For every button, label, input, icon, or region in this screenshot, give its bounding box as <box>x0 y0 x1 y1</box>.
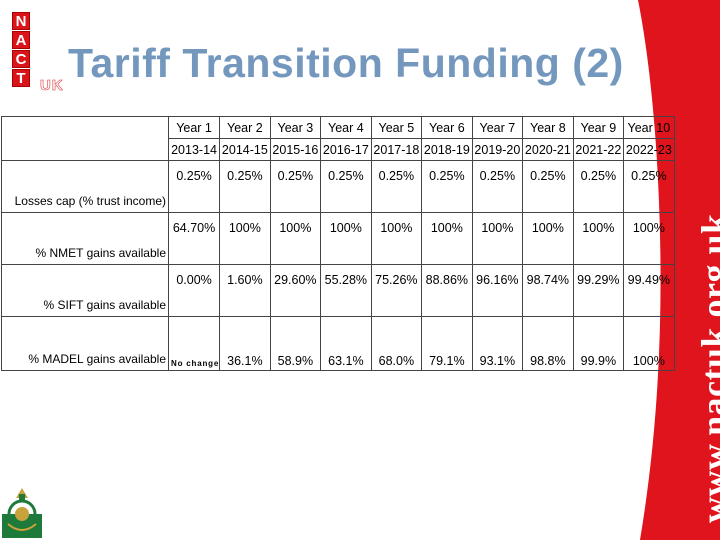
row-label: % SIFT gains available <box>1 264 169 317</box>
table-cell: 88.86% <box>421 264 473 317</box>
period-header: 2019-20 <box>471 138 524 161</box>
table-cell: 0.25% <box>219 160 271 213</box>
period-header: 2017-18 <box>370 138 423 161</box>
table-cell: 96.16% <box>471 264 524 317</box>
year-header: Year 4 <box>320 116 372 139</box>
table-cell: 98.8% <box>522 316 574 371</box>
corner-cell <box>1 116 169 161</box>
logo-letter-a: A <box>12 31 30 49</box>
year-header: Year 3 <box>269 116 322 139</box>
table-cell: 79.1% <box>421 316 473 371</box>
table-cell: 99.29% <box>572 264 625 317</box>
year-header: Year 1 <box>167 116 221 139</box>
table-cell: 63.1% <box>320 316 372 371</box>
table-cell: 98.74% <box>522 264 574 317</box>
year-header: Year 9 <box>572 116 625 139</box>
year-header: Year 5 <box>370 116 423 139</box>
table-cell: 93.1% <box>471 316 524 371</box>
logo-uk: UK <box>40 77 64 95</box>
logo-letter-t: T <box>12 69 30 87</box>
table-cell: 100% <box>623 212 675 265</box>
table-cell: 100% <box>421 212 473 265</box>
table-cell: 100% <box>471 212 524 265</box>
table-cell: 58.9% <box>269 316 322 371</box>
period-header: 2016-17 <box>320 138 372 161</box>
table-cell: 100% <box>623 316 675 371</box>
table-cell: 0.25% <box>471 160 524 213</box>
year-header-row: Year 1 Year 2 Year 3 Year 4 Year 5 Year … <box>1 116 675 161</box>
crest-icon <box>2 488 42 538</box>
table-cell: 0.25% <box>370 160 423 213</box>
table-cell: 100% <box>219 212 271 265</box>
table-cell: 64.70% <box>167 212 221 265</box>
slide-title: Tariff Transition Funding (2) <box>68 40 624 86</box>
table-cell: 0.25% <box>623 160 675 213</box>
year-header: Year 7 <box>471 116 524 139</box>
period-header: 2022-23 <box>623 138 675 161</box>
row-label: Losses cap (% trust income) <box>1 160 169 213</box>
table-cell: 68.0% <box>370 316 423 371</box>
table-row: % MADEL gains available No change 36.1% … <box>1 316 675 371</box>
period-header: 2021-22 <box>572 138 625 161</box>
table-cell: 100% <box>320 212 372 265</box>
year-header: Year 8 <box>522 116 574 139</box>
table-cell: 0.25% <box>167 160 221 213</box>
table-row: % SIFT gains available 0.00% 1.60% 29.60… <box>1 264 675 317</box>
table-cell: 0.25% <box>522 160 574 213</box>
table-cell: 29.60% <box>269 264 322 317</box>
table-cell: 100% <box>269 212 322 265</box>
table-cell: 0.25% <box>572 160 625 213</box>
table-cell: 99.9% <box>572 316 625 371</box>
table-cell: 0.25% <box>421 160 473 213</box>
table-cell: 36.1% <box>219 316 271 371</box>
table-row: Losses cap (% trust income) 0.25% 0.25% … <box>1 160 675 213</box>
row-label: % NMET gains available <box>1 212 169 265</box>
period-header: 2018-19 <box>421 138 473 161</box>
period-header: 2015-16 <box>269 138 322 161</box>
table-cell: 100% <box>572 212 625 265</box>
table-cell: 0.25% <box>269 160 322 213</box>
table-cell: No change <box>167 316 221 371</box>
table-cell: 100% <box>522 212 574 265</box>
year-header: Year 2 <box>219 116 271 139</box>
table-cell: 99.49% <box>623 264 675 317</box>
nact-logo: N A C T <box>12 12 32 88</box>
table-row: % NMET gains available 64.70% 100% 100% … <box>1 212 675 265</box>
logo-letter-n: N <box>12 12 30 30</box>
table-cell: 1.60% <box>219 264 271 317</box>
period-header-row: 2013-14 2014-15 2015-16 2016-17 2017-18 … <box>2 138 675 161</box>
period-header: 2013-14 <box>167 138 221 161</box>
table-cell: 75.26% <box>370 264 423 317</box>
logo-letter-c: C <box>12 50 30 68</box>
table-cell: 0.00% <box>167 264 221 317</box>
period-header: 2020-21 <box>522 138 574 161</box>
year-header: Year 6 <box>421 116 473 139</box>
row-label: % MADEL gains available <box>1 316 169 371</box>
year-header: Year 10 <box>623 116 675 139</box>
funding-table: Year 1 Year 2 Year 3 Year 4 Year 5 Year … <box>1 116 675 371</box>
period-header: 2014-15 <box>219 138 271 161</box>
table-cell: 100% <box>370 212 423 265</box>
table-cell: 0.25% <box>320 160 372 213</box>
table-cell: 55.28% <box>320 264 372 317</box>
website-url: www.nactuk.org.uk <box>694 213 720 523</box>
